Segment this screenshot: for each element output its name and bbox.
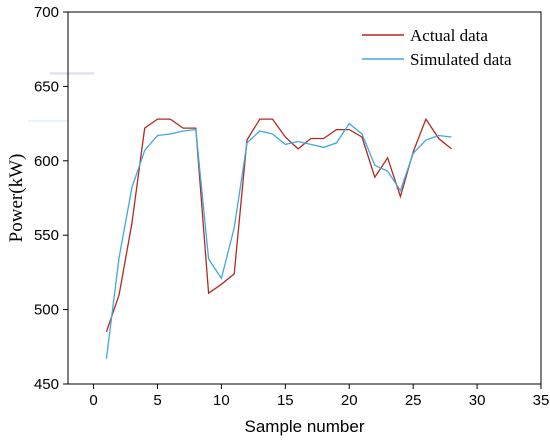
plot-frame xyxy=(67,11,542,385)
legend-label-actual: Actual data xyxy=(410,26,488,45)
x-axis-title: Sample number xyxy=(244,417,364,436)
y-tick-label-5: 700 xyxy=(34,4,59,21)
faint-background-marks xyxy=(28,72,94,122)
x-tick-label-1: 5 xyxy=(153,392,161,409)
y-tick-label-3: 600 xyxy=(34,153,59,170)
y-axis-title: Power(kW) xyxy=(6,154,27,243)
series-line-actual xyxy=(105,117,452,333)
x-tick-label-7: 35 xyxy=(533,392,550,409)
x-tick-label-0: 0 xyxy=(89,392,97,409)
x-tick-label-2: 10 xyxy=(213,392,230,409)
y-tick-label-2: 550 xyxy=(34,227,59,244)
x-tick-label-3: 15 xyxy=(277,392,294,409)
series-line-simulated xyxy=(105,122,452,359)
x-axis-ticks: 0 5 10 15 20 25 30 35 xyxy=(89,384,549,409)
y-tick-label-0: 450 xyxy=(34,376,59,393)
x-tick-label-4: 20 xyxy=(341,392,358,409)
x-tick-label-5: 25 xyxy=(405,392,422,409)
legend-label-simulated: Simulated data xyxy=(410,50,512,69)
series-layer xyxy=(105,117,452,359)
y-axis-ticks: 450 500 550 600 650 700 xyxy=(34,4,68,393)
y-tick-label-1: 500 xyxy=(34,302,59,319)
y-tick-label-4: 650 xyxy=(34,78,59,95)
x-tick-label-6: 30 xyxy=(469,392,486,409)
legend: Actual data Simulated data xyxy=(362,26,512,69)
